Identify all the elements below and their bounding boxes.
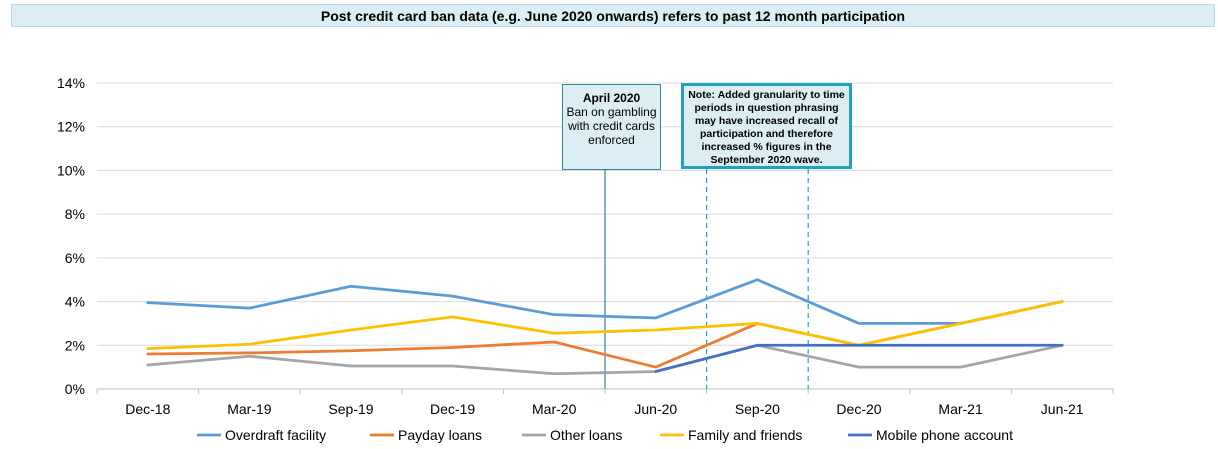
chart-banner: Post credit card ban data (e.g. June 202… bbox=[11, 4, 1215, 27]
x-tick-label: Mar-20 bbox=[532, 401, 577, 417]
legend-label-mobile-phone-account: Mobile phone account bbox=[876, 427, 1013, 443]
granularity-note-text: Note: Added granularity to time periods … bbox=[688, 89, 845, 166]
y-tick-label: 6% bbox=[65, 250, 85, 266]
x-tick-label: Sep-20 bbox=[735, 401, 780, 417]
x-tick-label: Jun-20 bbox=[634, 401, 677, 417]
x-tick-label: Sep-19 bbox=[328, 401, 373, 417]
series-line-other-loans bbox=[146, 343, 1064, 376]
y-tick-label: 8% bbox=[65, 206, 85, 222]
ban-note-title: April 2020 bbox=[582, 91, 641, 105]
y-tick-label: 10% bbox=[57, 162, 85, 178]
x-tick-label: Dec-20 bbox=[836, 401, 881, 417]
y-tick-label: 14% bbox=[57, 75, 85, 91]
x-tick-label: Mar-19 bbox=[227, 401, 272, 417]
x-tick-label: Dec-19 bbox=[430, 401, 475, 417]
x-tick-label: Mar-21 bbox=[938, 401, 983, 417]
y-tick-label: 2% bbox=[65, 337, 85, 353]
x-tick-label: Dec-18 bbox=[125, 401, 170, 417]
series-line-mobile-phone-account bbox=[654, 343, 1064, 373]
y-tick-label: 12% bbox=[57, 119, 85, 135]
ban-note-body: Ban on gambling with credit cards enforc… bbox=[566, 105, 657, 147]
series-line-overdraft-facility bbox=[146, 278, 1064, 325]
granularity-note: Note: Added granularity to time periods … bbox=[681, 83, 852, 169]
legend-label-overdraft-facility: Overdraft facility bbox=[225, 427, 326, 443]
y-tick-label: 0% bbox=[65, 381, 85, 397]
credit-card-ban-note: April 2020 Ban on gambling with credit c… bbox=[562, 84, 661, 170]
legend-label-family-and-friends: Family and friends bbox=[688, 427, 802, 443]
legend-label-other-loans: Other loans bbox=[550, 427, 622, 443]
banner-text: Post credit card ban data (e.g. June 202… bbox=[320, 7, 906, 24]
series-line-family-and-friends bbox=[146, 300, 1064, 350]
y-tick-label: 4% bbox=[65, 294, 85, 310]
legend-label-payday-loans: Payday loans bbox=[398, 427, 482, 443]
x-tick-label: Jun-21 bbox=[1041, 401, 1084, 417]
